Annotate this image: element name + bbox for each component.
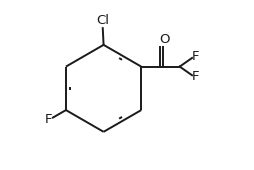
Text: F: F — [192, 70, 199, 83]
Text: F: F — [192, 50, 199, 63]
Text: Cl: Cl — [96, 14, 109, 27]
Text: F: F — [44, 113, 52, 126]
Text: O: O — [160, 33, 170, 46]
